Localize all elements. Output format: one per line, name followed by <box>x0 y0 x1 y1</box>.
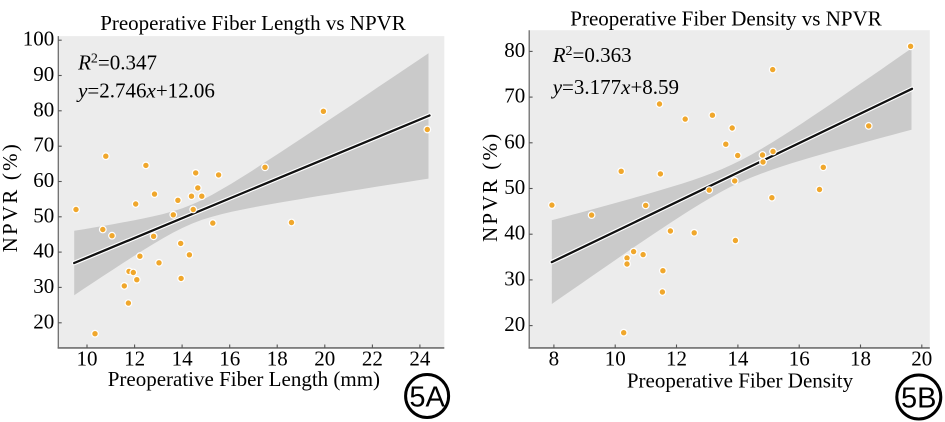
svg-text:5A: 5A <box>409 382 445 414</box>
svg-text:100: 100 <box>23 27 55 51</box>
svg-text:8: 8 <box>549 347 560 371</box>
svg-text:60: 60 <box>33 168 54 192</box>
svg-text:Preoperative Fiber Length vs N: Preoperative Fiber Length vs NPVR <box>100 11 406 35</box>
svg-text:24: 24 <box>409 347 431 371</box>
svg-text:5B: 5B <box>901 383 936 415</box>
svg-text:70: 70 <box>33 133 54 157</box>
svg-text:20: 20 <box>911 347 932 371</box>
svg-text:y=3.177x+8.59: y=3.177x+8.59 <box>551 75 679 99</box>
svg-text:14: 14 <box>172 347 194 371</box>
svg-text:18: 18 <box>850 347 871 371</box>
svg-text:NPVR (%): NPVR (%) <box>478 132 502 242</box>
svg-text:50: 50 <box>33 203 54 227</box>
svg-text:12: 12 <box>124 347 145 371</box>
svg-text:R2=0.363: R2=0.363 <box>552 43 632 67</box>
svg-text:20: 20 <box>504 312 525 336</box>
svg-text:30: 30 <box>504 266 525 290</box>
svg-text:50: 50 <box>504 175 525 199</box>
svg-text:Preoperative Fiber Density vs: Preoperative Fiber Density vs NPVR <box>570 7 881 31</box>
svg-text:16: 16 <box>789 347 810 371</box>
svg-text:20: 20 <box>314 347 335 371</box>
svg-text:16: 16 <box>219 347 240 371</box>
svg-text:70: 70 <box>504 84 525 108</box>
svg-text:y=2.746x+12.06: y=2.746x+12.06 <box>76 79 215 103</box>
svg-text:NPVR (%): NPVR (%) <box>0 142 22 252</box>
svg-text:12: 12 <box>666 347 687 371</box>
svg-text:14: 14 <box>727 347 749 371</box>
svg-text:Preoperative Fiber Density: Preoperative Fiber Density <box>627 369 854 393</box>
svg-text:80: 80 <box>504 38 525 62</box>
svg-text:18: 18 <box>267 347 288 371</box>
svg-text:10: 10 <box>77 347 98 371</box>
svg-text:R2=0.347: R2=0.347 <box>77 51 157 75</box>
svg-text:40: 40 <box>33 239 54 263</box>
svg-text:60: 60 <box>504 129 525 153</box>
svg-text:40: 40 <box>504 221 525 245</box>
svg-text:90: 90 <box>33 62 54 86</box>
svg-text:10: 10 <box>605 347 626 371</box>
svg-text:20: 20 <box>33 309 54 333</box>
svg-text:Preoperative Fiber Length (mm): Preoperative Fiber Length (mm) <box>108 367 380 391</box>
svg-text:22: 22 <box>362 347 383 371</box>
svg-text:80: 80 <box>33 97 54 121</box>
svg-text:30: 30 <box>33 274 54 298</box>
